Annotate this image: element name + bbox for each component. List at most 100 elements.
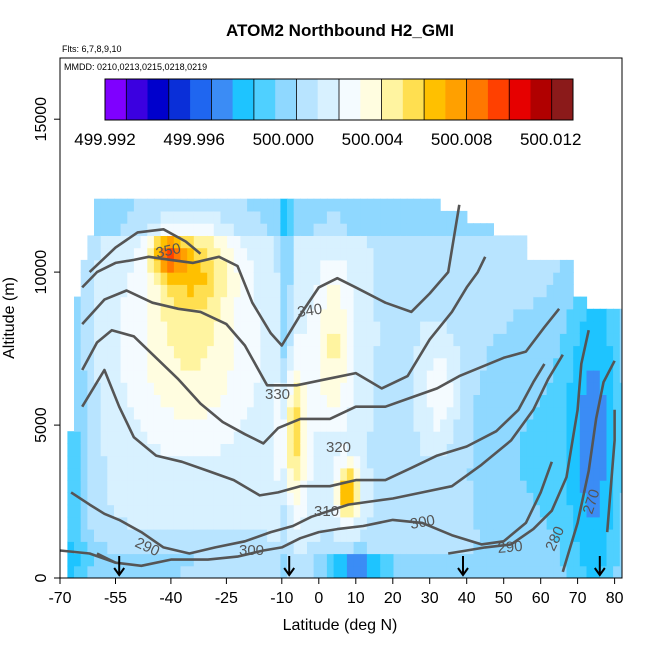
heatmap-cell [400,321,408,334]
heatmap-cell [193,504,202,518]
heatmap-cell [267,516,275,530]
heatmap-cell [393,357,401,371]
heatmap-cell [187,406,195,420]
heatmap-cell [100,284,108,298]
x-axis-label: Latitude (deg N) [283,617,398,634]
heatmap-cell [273,272,281,285]
heatmap-cell [526,259,534,273]
heatmap-cell [140,467,148,481]
heatmap-cell [426,235,435,249]
heatmap-cell [526,357,534,371]
heatmap-cell [393,431,401,444]
colorbar-swatch [105,79,127,120]
heatmap-cell [326,284,335,298]
heatmap-cell [420,504,428,518]
heatmap-cell [313,406,321,420]
heatmap-cell [500,259,508,273]
heatmap-cell [133,492,142,506]
heatmap-cell [87,431,95,444]
heatmap-cell [606,541,614,555]
heatmap-cell [420,370,428,383]
heatmap-cell [193,480,202,493]
heatmap-cell [453,492,461,506]
heatmap-cell [440,247,448,261]
heatmap-cell [227,480,235,493]
heatmap-cell [453,272,461,285]
heatmap-cell [513,259,521,273]
heatmap-cell [133,198,142,212]
heatmap-cell [273,308,281,322]
heatmap-cell [260,565,268,578]
heatmap-cell [173,370,182,383]
heatmap-cell [267,370,275,383]
x-tick-label: -70 [48,590,71,607]
heatmap-cell [153,553,162,567]
heatmap-cell [300,492,308,506]
heatmap-cell [406,541,415,555]
heatmap-cell [340,529,348,542]
heatmap-cell [94,467,102,481]
heatmap-cell [553,443,561,457]
heatmap-cell [287,516,295,530]
heatmap-cell [160,272,168,285]
heatmap-cell [579,553,588,567]
heatmap-cell [353,198,361,212]
heatmap-cell [233,553,242,567]
heatmap-cell [346,259,355,273]
heatmap-cell [233,223,242,236]
heatmap-cell [366,565,375,578]
heatmap-cell [426,296,435,310]
heatmap-cell [87,529,95,542]
heatmap-cell [160,370,168,383]
heatmap-cell [466,443,474,457]
heatmap-cell [500,504,508,518]
heatmap-cell [493,370,501,383]
heatmap-cell [147,480,155,493]
heatmap-cell [493,235,501,249]
heatmap-cell [613,516,621,530]
heatmap-cell [247,370,255,383]
heatmap-cell [466,541,474,555]
heatmap-cell [346,431,355,444]
heatmap-cell [267,284,275,298]
heatmap-cell [413,431,421,444]
heatmap-cell [480,529,488,542]
heatmap-cell [500,529,508,542]
heatmap-cell [473,223,481,236]
heatmap-cell [173,357,182,371]
heatmap-cell [413,259,421,273]
heatmap-cell [400,247,408,261]
heatmap-cell [433,223,441,236]
dates-info: MMDD: 0210,0213,0215,0218,0219 [64,62,207,72]
heatmap-cell [586,308,594,322]
heatmap-cell [320,492,328,506]
heatmap-cell [453,455,461,469]
heatmap-cell [546,492,554,506]
heatmap-cell [193,272,202,285]
heatmap-cell [413,553,421,567]
heatmap-cell [320,443,328,457]
heatmap-cell [473,259,481,273]
heatmap-cell [267,259,275,273]
heatmap-cell [153,529,162,542]
heatmap-cell [500,394,508,408]
heatmap-cell [180,308,188,322]
heatmap-cell [466,247,474,261]
heatmap-cell [253,357,261,371]
heatmap-cell [260,345,268,359]
heatmap-cell [533,345,541,359]
heatmap-cell [326,529,335,542]
heatmap-cell [599,480,608,493]
heatmap-cell [167,223,175,236]
heatmap-cell [247,480,255,493]
heatmap-cell [173,565,182,578]
heatmap-cell [160,406,168,420]
heatmap-cell [360,455,368,469]
heatmap-cell [133,284,142,298]
heatmap-cell [520,357,528,371]
heatmap-cell [346,455,355,469]
heatmap-cell [267,235,275,249]
heatmap-cell [473,235,481,249]
heatmap-cell [366,431,375,444]
heatmap-cell [180,394,188,408]
